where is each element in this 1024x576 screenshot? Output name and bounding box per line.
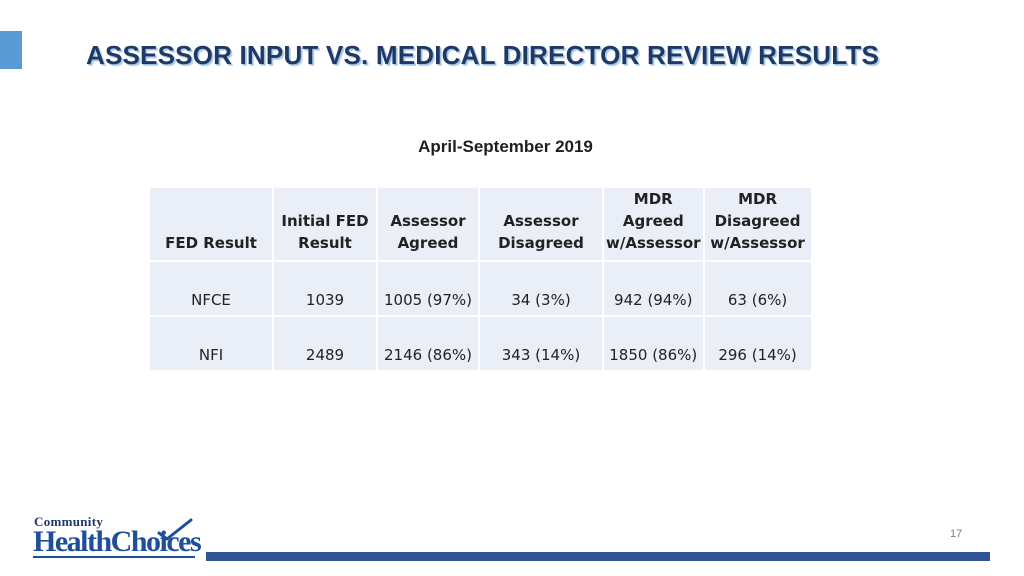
header-line: Agreed [622, 212, 684, 230]
header-line: Initial FED [281, 212, 369, 230]
header-initial-fed-result: Initial FED Result [272, 186, 378, 262]
header-line: w/Assessor [606, 234, 701, 252]
table-cell: 63 (6%) [702, 260, 813, 317]
page-number: 17 [950, 528, 963, 540]
header-line: Assessor [503, 212, 579, 230]
logo-line-healthchoices: HealthChoices [33, 525, 202, 558]
table-cell: 1039 [272, 260, 378, 317]
slide-subtitle: April-September 2019 [418, 137, 593, 156]
table-cell: NFCE [148, 260, 274, 317]
footer-bar [206, 552, 990, 561]
table-row: NFI 2489 2146 (86%) 343 (14%) 1850 (86%)… [148, 315, 813, 372]
header-mdr-disagreed: MDR Disagreed w/Assessor [702, 186, 813, 262]
header-line: FED Result [165, 234, 257, 252]
table-cell: 1850 (86%) [602, 315, 705, 372]
table-header-row: FED Result Initial FED Result Assessor A… [148, 186, 813, 262]
table-cell: 296 (14%) [702, 315, 813, 372]
table-row: NFCE 1039 1005 (97%) 34 (3%) 942 (94%) 6… [148, 260, 813, 317]
community-healthchoices-logo: Community HealthChoices [33, 514, 203, 558]
header-mdr-agreed: MDR Agreed w/Assessor [602, 186, 705, 262]
header-line: MDR [738, 190, 778, 208]
logo-line-community: Community [34, 514, 104, 529]
header-assessor-disagreed: Assessor Disagreed [478, 186, 604, 262]
header-fed-result: FED Result [148, 186, 274, 262]
table-cell: 34 (3%) [478, 260, 604, 317]
table-cell: 1005 (97%) [376, 260, 480, 317]
slide-title: ASSESSOR INPUT VS. MEDICAL DIRECTOR REVI… [86, 40, 879, 70]
header-line: Assessor [390, 212, 466, 230]
table-cell: 2489 [272, 315, 378, 372]
header-line: Disagreed [498, 234, 584, 252]
results-table: FED Result Initial FED Result Assessor A… [148, 186, 813, 372]
header-line: Agreed [397, 234, 459, 252]
logo-underline [33, 556, 195, 558]
header-line: Disagreed [714, 212, 801, 230]
header-assessor-agreed: Assessor Agreed [376, 186, 480, 262]
header-line: MDR [633, 190, 673, 208]
table-cell: NFI [148, 315, 274, 372]
header-line: Result [298, 234, 352, 252]
table-cell: 942 (94%) [602, 260, 705, 317]
title-accent-square [0, 31, 22, 69]
table-cell: 2146 (86%) [376, 315, 480, 372]
table-cell: 343 (14%) [478, 315, 604, 372]
header-line: w/Assessor [710, 234, 805, 252]
checkmark-icon [157, 518, 193, 541]
